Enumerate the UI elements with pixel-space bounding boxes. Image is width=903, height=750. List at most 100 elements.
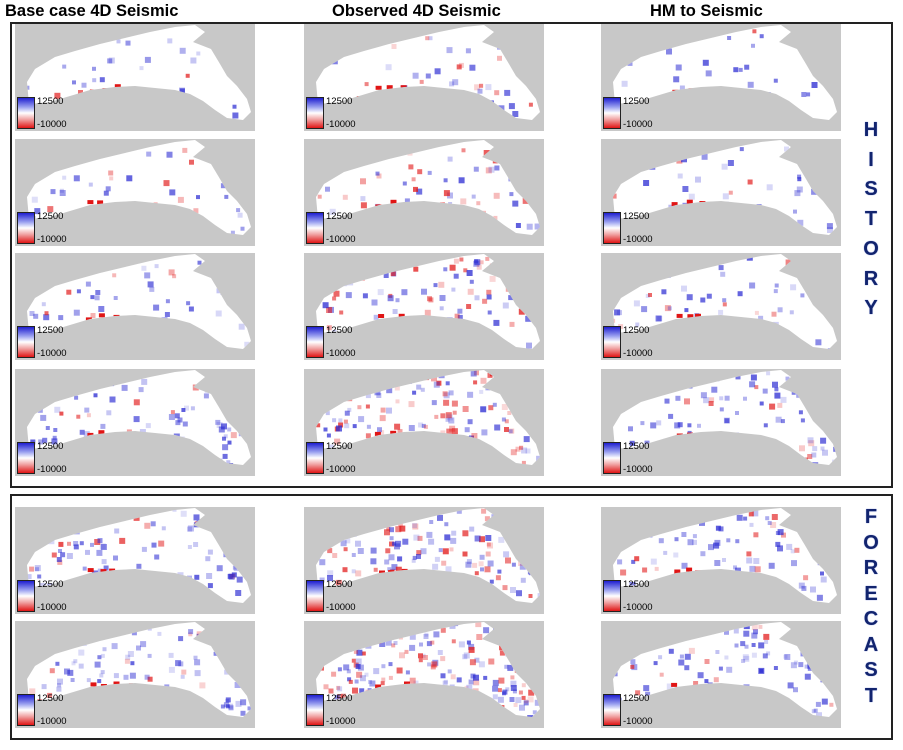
seismic-map-observed: 12500 -10000 <box>304 139 544 246</box>
seismic-map-base-case: 12500 -10000 <box>15 621 255 728</box>
colorbar <box>17 694 35 726</box>
colorbar-max-label: 12500 <box>623 579 650 590</box>
colorbar-max-label: 12500 <box>37 211 64 222</box>
colorbar-min-label: -10000 <box>623 602 653 613</box>
colorbar-min-label: -10000 <box>37 464 67 475</box>
vertical-label-letter: S <box>864 178 878 201</box>
seismic-map-observed: 12500 -10000 <box>304 369 544 476</box>
reservoir-outline <box>613 254 837 349</box>
colorbar <box>17 442 35 474</box>
vertical-label-letter: A <box>863 633 879 656</box>
colorbar-min-label: -10000 <box>326 119 356 130</box>
reservoir-outline <box>613 622 837 717</box>
seismic-map-hm-to-seismic: 12500 -10000 <box>601 621 841 728</box>
colorbar-max-label: 12500 <box>37 579 64 590</box>
reservoir-outline <box>613 140 837 235</box>
reservoir-outline <box>316 622 540 717</box>
colorbar-min-label: -10000 <box>326 348 356 359</box>
reservoir-outline <box>316 140 540 235</box>
colorbar <box>603 442 621 474</box>
colorbar-max-label: 12500 <box>37 96 64 107</box>
vertical-label-letter: R <box>863 557 879 579</box>
reservoir-outline <box>316 25 540 120</box>
seismic-map-base-case: 12500 -10000 <box>15 507 255 614</box>
colorbar-min-label: -10000 <box>326 464 356 475</box>
vertical-label-letter: F <box>864 506 878 528</box>
vertical-label-letter: S <box>864 659 878 681</box>
colorbar <box>17 580 35 612</box>
colorbar-max-label: 12500 <box>37 441 64 452</box>
colorbar-max-label: 12500 <box>623 693 650 704</box>
colorbar <box>603 212 621 244</box>
colorbar <box>603 694 621 726</box>
seismic-map-observed: 12500 -10000 <box>304 507 544 614</box>
colorbar <box>306 580 324 612</box>
seismic-map-hm-to-seismic: 12500 -10000 <box>601 253 841 360</box>
colorbar-min-label: -10000 <box>623 234 653 245</box>
colorbar-max-label: 12500 <box>623 325 650 336</box>
seismic-map-hm-to-seismic: 12500 -10000 <box>601 139 841 246</box>
seismic-map-hm-to-seismic: 12500 -10000 <box>601 24 841 131</box>
reservoir-outline <box>27 140 251 235</box>
seismic-map-base-case: 12500 -10000 <box>15 24 255 131</box>
colorbar-max-label: 12500 <box>623 96 650 107</box>
vertical-label-letter: H <box>863 119 879 141</box>
history-frame <box>10 22 893 488</box>
reservoir-outline <box>316 370 540 465</box>
reservoir-outline <box>316 508 540 603</box>
colorbar-min-label: -10000 <box>37 348 67 359</box>
colorbar-min-label: -10000 <box>326 234 356 245</box>
colorbar-min-label: -10000 <box>623 464 653 475</box>
vertical-label-letter: E <box>864 582 878 605</box>
colorbar <box>17 97 35 129</box>
vertical-label-letter: O <box>863 531 879 554</box>
colorbar-min-label: -10000 <box>37 602 67 613</box>
reservoir-outline <box>27 25 251 120</box>
seismic-map-base-case: 12500 -10000 <box>15 139 255 246</box>
colorbar-max-label: 12500 <box>326 441 353 452</box>
seismic-map-observed: 12500 -10000 <box>304 24 544 131</box>
colorbar-max-label: 12500 <box>37 325 64 336</box>
colorbar <box>603 97 621 129</box>
seismic-map-hm-to-seismic: 12500 -10000 <box>601 369 841 476</box>
colorbar-max-label: 12500 <box>326 579 353 590</box>
colorbar-min-label: -10000 <box>37 716 67 727</box>
forecast-frame <box>10 494 893 740</box>
colorbar <box>306 694 324 726</box>
colorbar <box>17 212 35 244</box>
colorbar-max-label: 12500 <box>326 96 353 107</box>
colorbar-min-label: -10000 <box>326 602 356 613</box>
colorbar-min-label: -10000 <box>326 716 356 727</box>
reservoir-outline <box>613 25 837 120</box>
colorbar <box>17 326 35 358</box>
seismic-map-base-case: 12500 -10000 <box>15 369 255 476</box>
colorbar-min-label: -10000 <box>37 119 67 130</box>
vertical-label-letter: R <box>863 267 879 290</box>
colorbar-max-label: 12500 <box>326 325 353 336</box>
vertical-label-letter: C <box>863 608 879 630</box>
colorbar-min-label: -10000 <box>37 234 67 245</box>
colorbar-min-label: -10000 <box>623 119 653 130</box>
reservoir-outline <box>613 370 837 465</box>
seismic-map-base-case: 12500 -10000 <box>15 253 255 360</box>
colorbar-min-label: -10000 <box>623 348 653 359</box>
colorbar <box>603 580 621 612</box>
vertical-label-letter: T <box>864 684 878 707</box>
colorbar <box>306 212 324 244</box>
colorbar <box>306 442 324 474</box>
vertical-label-letter: Y <box>864 297 878 320</box>
colorbar-max-label: 12500 <box>623 211 650 222</box>
seismic-map-observed: 12500 -10000 <box>304 253 544 360</box>
vertical-label-letter: O <box>863 237 879 260</box>
reservoir-outline <box>27 622 251 717</box>
colorbar-min-label: -10000 <box>623 716 653 727</box>
column-title-hm-to-seismic: HM to Seismic <box>650 2 763 20</box>
reservoir-outline <box>27 254 251 349</box>
colorbar-max-label: 12500 <box>623 441 650 452</box>
seismic-map-hm-to-seismic: 12500 -10000 <box>601 507 841 614</box>
colorbar-max-label: 12500 <box>37 693 64 704</box>
colorbar <box>603 326 621 358</box>
reservoir-outline <box>316 254 540 349</box>
colorbar <box>306 97 324 129</box>
